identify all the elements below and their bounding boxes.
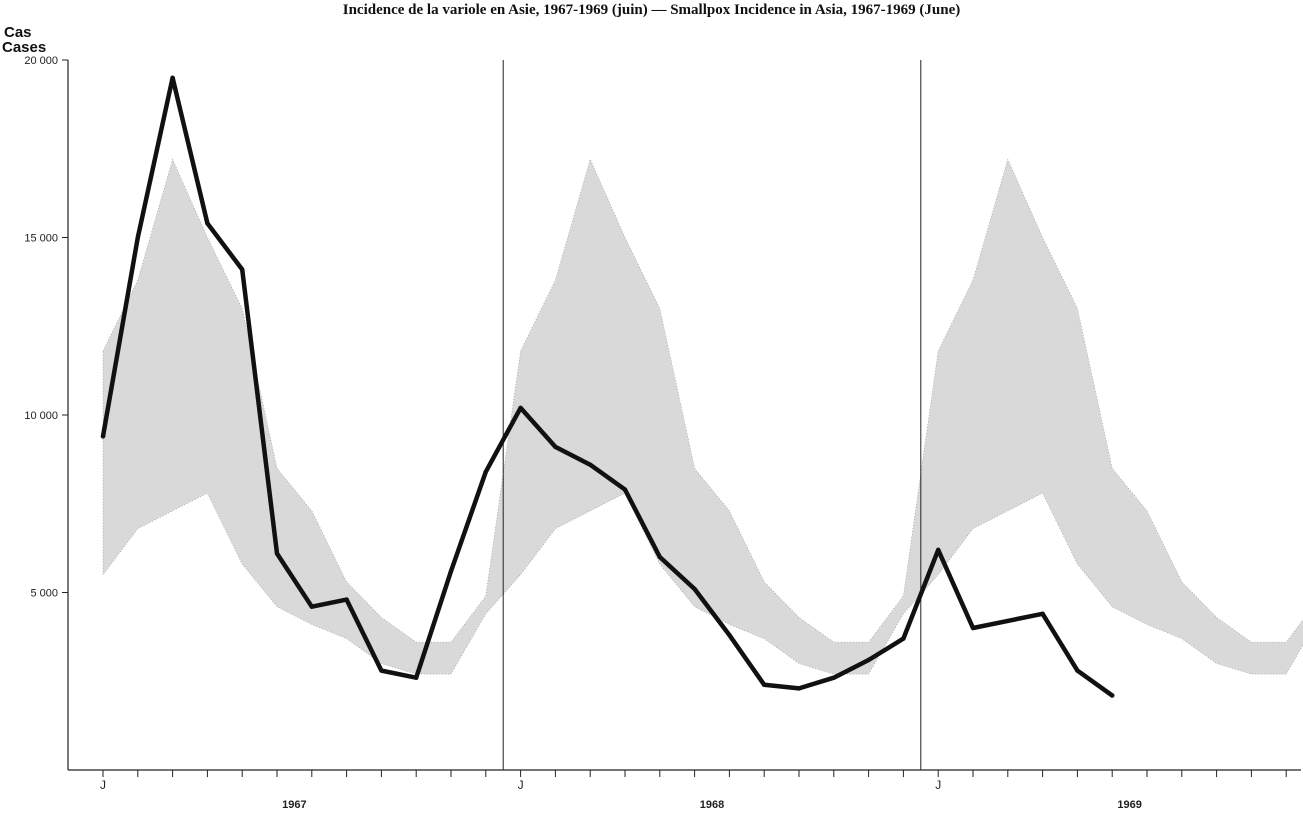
month-marker-label: J <box>100 778 106 792</box>
incidence-series-line <box>100 75 1115 698</box>
y-axis-label-fr: Cas <box>4 24 32 41</box>
data-point <box>135 235 140 240</box>
data-point <box>379 668 384 673</box>
data-point <box>1110 693 1115 698</box>
year-label: 1968 <box>700 799 724 811</box>
data-point <box>692 586 697 592</box>
month-marker-label: J <box>518 778 524 792</box>
year-dividers <box>502 60 922 770</box>
data-point <box>831 675 836 680</box>
data-point <box>344 597 349 602</box>
data-point <box>553 444 558 450</box>
data-point <box>1005 618 1010 624</box>
data-point <box>100 434 106 439</box>
data-point <box>448 569 454 574</box>
data-point <box>518 405 523 411</box>
data-point <box>1075 668 1080 673</box>
y-tick-label: 20 000 <box>24 55 58 67</box>
y-tick-label: 10 000 <box>24 410 58 422</box>
y-tick-label: 5 000 <box>30 588 58 600</box>
data-point <box>970 625 976 631</box>
data-point <box>588 462 593 467</box>
data-point <box>240 267 245 272</box>
year-label: 1969 <box>1117 799 1141 811</box>
y-axis-label-en: Cases <box>2 39 46 56</box>
data-point <box>727 632 732 638</box>
data-point <box>622 487 628 492</box>
data-point <box>901 636 906 641</box>
data-point <box>309 604 314 609</box>
data-point <box>866 657 871 663</box>
axis-labels: 5 000 10 000 15 000 20 000 J 1967 J 1968 J 1969 <box>24 55 1141 811</box>
y-tick-label: 15 000 <box>24 233 58 245</box>
axes <box>62 59 1301 777</box>
data-point <box>1040 611 1045 616</box>
year-label: 1967 <box>282 799 306 811</box>
data-point <box>936 547 941 553</box>
data-point <box>205 221 210 226</box>
data-point <box>414 675 419 680</box>
month-marker-label: J <box>935 778 941 792</box>
incidence-line <box>100 75 1115 698</box>
range-band-area <box>102 158 1303 675</box>
data-point <box>483 469 488 474</box>
chart-title: Incidence de la variole en Asie, 1967-19… <box>342 2 961 18</box>
data-point <box>762 682 767 687</box>
data-point <box>170 75 175 81</box>
data-point <box>657 554 662 560</box>
data-point <box>796 686 802 691</box>
data-point <box>274 551 280 556</box>
shaded-range-band <box>102 158 1303 675</box>
